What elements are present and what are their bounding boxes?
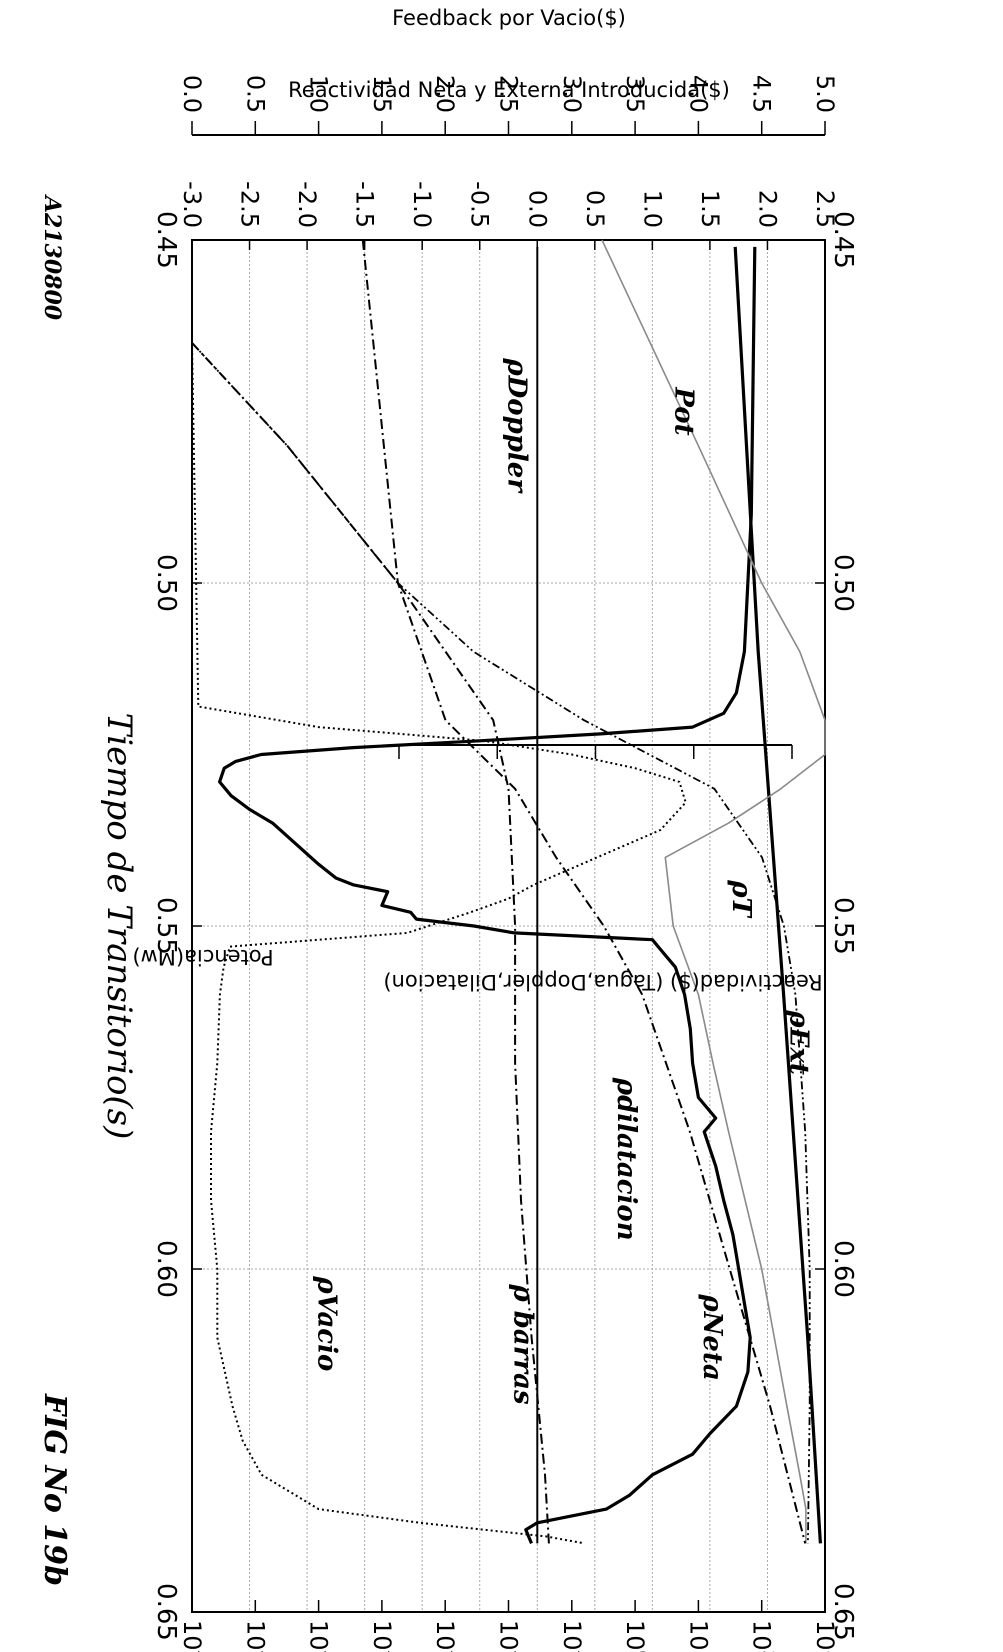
- y-right-tick-label: 10-3: [431, 1620, 462, 1652]
- series-vacio-line: [191, 342, 687, 1545]
- annotation-label: ρNeta: [697, 1293, 727, 1380]
- annotation-label: Pot: [668, 386, 698, 435]
- x-tick-label-top: 0.50: [828, 554, 858, 612]
- y-right-tick-label: 102: [748, 1620, 779, 1652]
- x-tick-label-top: 0.65: [828, 1583, 858, 1641]
- y-left2-axis-label: Feedback por Vacio($): [392, 6, 626, 30]
- y-right-tick-label: 10-7: [178, 1620, 209, 1652]
- y-right-tick-label: 10-4: [368, 1620, 399, 1652]
- y-left-axis-label: Reactividad Neta y Externa Introducida($…: [288, 78, 730, 102]
- x-tick-label-bottom: 0.45: [151, 211, 181, 269]
- annotation-label: ρ barras: [507, 1283, 537, 1405]
- y-left-tick-label: 1.5: [696, 190, 724, 228]
- y-right2-axis-label: Reactividad($) (Tagua,Doppler,Dilatacion…: [383, 970, 822, 994]
- y-right-axis-label: Potencia(Mw): [132, 945, 273, 969]
- y-right-tick-label: 100: [621, 1620, 652, 1652]
- y-left2-tick-label: 4.5: [748, 75, 776, 113]
- y-left-tick-label: 2.0: [753, 190, 781, 228]
- y-left2-tick-label: 2.5: [495, 75, 523, 113]
- x-tick-label-bottom: 0.50: [151, 554, 181, 612]
- x-tick-label-bottom: 0.65: [151, 1583, 181, 1641]
- y-right-tick-label: 10-6: [241, 1620, 272, 1652]
- y-left-tick-label: -1.5: [351, 181, 379, 228]
- y-left-tick-label: 0.5: [581, 190, 609, 228]
- y-right-tick-label: 10-2: [495, 1620, 526, 1652]
- series-layer: [191, 239, 826, 1545]
- y-right-tick-label: 10-5: [305, 1620, 336, 1652]
- y-left-tick-label: -2.5: [236, 181, 264, 228]
- series-t-line: [361, 239, 807, 1544]
- annotation-label: ρdilatacion: [611, 1077, 641, 1241]
- y-right-tick-label: 101: [684, 1620, 715, 1652]
- y-left2-tick-label: 0.5: [241, 75, 269, 113]
- axis-layer: 0.45 0.45 0.50 0.50 0.55 0.55 0.60 0.60 0.65 0.65…: [151, 75, 858, 1652]
- y-left-tick-label: -1.0: [408, 181, 436, 228]
- y-right-tick-label: 10-1: [558, 1620, 589, 1652]
- series-dilatacion-line: [191, 342, 550, 1544]
- x-axis-label: Tiempo de Transitorio(s): [99, 713, 139, 1140]
- annotation-layer: ρExt ρT ρNeta Pot ρdilatacion ρ barras ρDopple…: [312, 357, 814, 1405]
- x-tick-label-bottom: 0.60: [151, 1240, 181, 1298]
- y-left-tick-label: 2.5: [811, 190, 839, 228]
- y-left2-tick-label: 3.0: [558, 75, 586, 113]
- annotation-label: ρExt: [783, 1009, 813, 1075]
- x-tick-label-top: 0.60: [828, 1240, 858, 1298]
- code-label: A2130800: [39, 194, 65, 321]
- annotation-label: ρT: [726, 879, 756, 918]
- y-left-tick-label: -2.0: [293, 181, 321, 228]
- annotation-label: ρVacio: [312, 1275, 342, 1371]
- series-neta-line: [217, 246, 757, 1545]
- y-left2-tick-label: 4.0: [684, 75, 712, 113]
- y-left-tick-label: 0.0: [523, 190, 551, 228]
- y-left2-tick-label: 1.5: [368, 75, 396, 113]
- y-right-tick-label: 103: [811, 1620, 842, 1652]
- y-left-tick-label: -3.0: [178, 181, 206, 228]
- series-pot-line: [601, 239, 826, 1544]
- annotation-label: ρDoppler: [502, 357, 532, 494]
- y-left2-tick-label: 1.0: [305, 75, 333, 113]
- x-tick-label-top: 0.55: [828, 897, 858, 955]
- y-left2-tick-label: 0.0: [178, 75, 206, 113]
- x-tick-label-bottom: 0.55: [151, 897, 181, 955]
- y-left2-tick-label: 2.0: [431, 75, 459, 113]
- y-left2-tick-label: 5.0: [811, 75, 839, 113]
- x-tick-label-top: 0.45: [828, 211, 858, 269]
- figure-label: FIG No 19b: [37, 1393, 72, 1586]
- y-left2-tick-label: 3.5: [621, 75, 649, 113]
- y-left-tick-label: -0.5: [466, 181, 494, 228]
- y-left-tick-label: 1.0: [638, 190, 666, 228]
